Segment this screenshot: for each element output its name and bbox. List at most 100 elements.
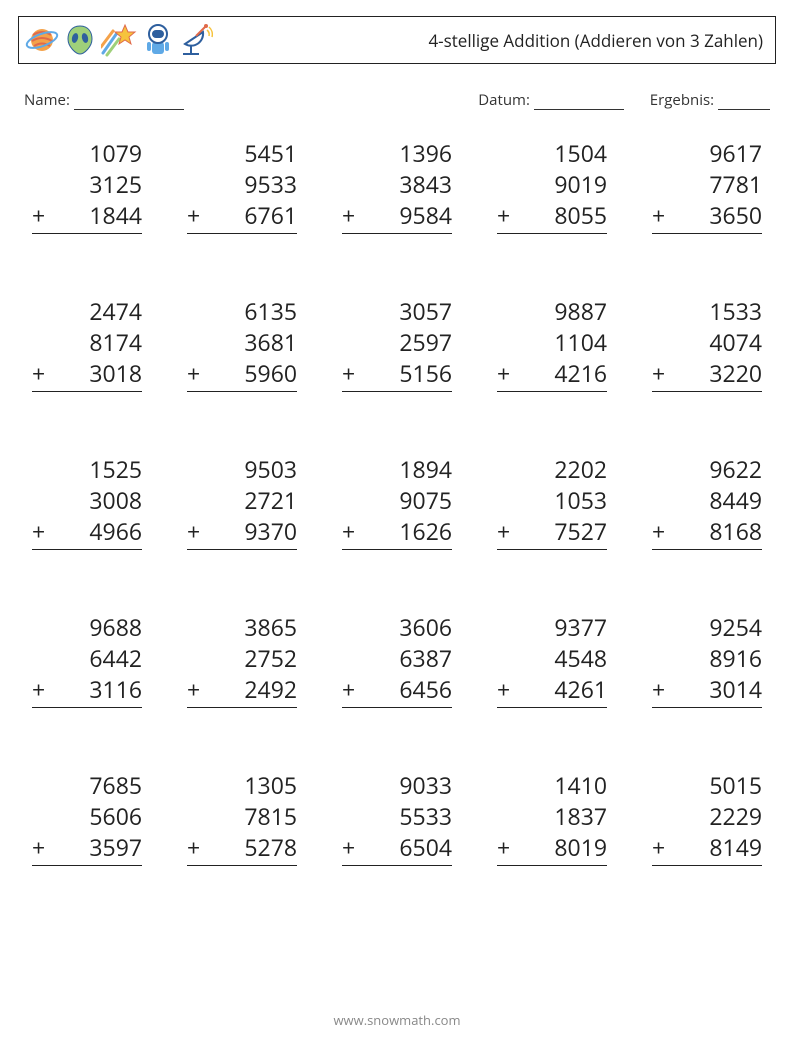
addend-2: 8449	[652, 485, 762, 516]
footer-text: www.snowmath.com	[0, 1011, 794, 1029]
addition-problem: 13057815+5278	[187, 770, 297, 866]
addend-1: 6135	[187, 296, 297, 327]
plus-operator: +	[342, 358, 355, 389]
plus-operator: +	[652, 200, 665, 231]
addend-3-line: +1626	[342, 516, 452, 550]
addend-1: 1396	[342, 138, 452, 169]
header-icons	[25, 22, 213, 58]
worksheet-title: 4-stellige Addition (Addieren von 3 Zahl…	[428, 29, 763, 52]
problem-row: 76855606+359713057815+527890335533+65041…	[32, 770, 762, 866]
addend-1: 3057	[342, 296, 452, 327]
addend-2: 2229	[652, 801, 762, 832]
addend-3: 5960	[244, 358, 297, 389]
problem-row: 10793125+184454519533+676113963843+95841…	[32, 138, 762, 234]
name-field: Name:	[24, 90, 478, 110]
addition-problem: 14101837+8019	[497, 770, 607, 866]
addend-3: 3014	[709, 674, 762, 705]
addend-2: 7781	[652, 169, 762, 200]
addend-3: 8168	[709, 516, 762, 547]
addend-1: 2202	[497, 454, 607, 485]
addend-2: 6387	[342, 643, 452, 674]
addend-3: 3018	[89, 358, 142, 389]
addend-2: 8916	[652, 643, 762, 674]
name-label: Name:	[24, 90, 70, 110]
addend-3-line: +3018	[32, 358, 142, 392]
addition-problem: 15334074+3220	[652, 296, 762, 392]
addend-2: 9075	[342, 485, 452, 516]
addition-problem: 18949075+1626	[342, 454, 452, 550]
addend-3-line: +9370	[187, 516, 297, 550]
addition-problem: 10793125+1844	[32, 138, 142, 234]
problems-grid: 10793125+184454519533+676113963843+95841…	[18, 138, 776, 866]
addend-2: 4074	[652, 327, 762, 358]
addition-problem: 13963843+9584	[342, 138, 452, 234]
addend-2: 3125	[32, 169, 142, 200]
addend-3-line: +5960	[187, 358, 297, 392]
addend-3-line: +7527	[497, 516, 607, 550]
addend-3-line: +3650	[652, 200, 762, 234]
date-blank[interactable]	[534, 94, 624, 110]
addend-3-line: +8168	[652, 516, 762, 550]
plus-operator: +	[497, 832, 510, 863]
addend-1: 9887	[497, 296, 607, 327]
plus-operator: +	[187, 200, 200, 231]
addend-2: 1104	[497, 327, 607, 358]
plus-operator: +	[32, 832, 45, 863]
planet-icon	[25, 23, 59, 57]
addition-problem: 15049019+8055	[497, 138, 607, 234]
result-label: Ergebnis:	[650, 90, 714, 110]
addition-problem: 50152229+8149	[652, 770, 762, 866]
result-blank[interactable]	[718, 94, 770, 110]
addend-3-line: +3597	[32, 832, 142, 866]
addend-1: 9622	[652, 454, 762, 485]
addend-3-line: +3116	[32, 674, 142, 708]
addend-3: 2492	[244, 674, 297, 705]
addend-2: 5533	[342, 801, 452, 832]
addend-3: 4216	[554, 358, 607, 389]
addend-1: 9617	[652, 138, 762, 169]
addend-3-line: +5156	[342, 358, 452, 392]
addend-1: 1079	[32, 138, 142, 169]
addend-2: 3843	[342, 169, 452, 200]
addend-1: 1504	[497, 138, 607, 169]
plus-operator: +	[342, 200, 355, 231]
addend-2: 2597	[342, 327, 452, 358]
addition-problem: 96177781+3650	[652, 138, 762, 234]
addend-3-line: +6504	[342, 832, 452, 866]
addend-3-line: +4966	[32, 516, 142, 550]
plus-operator: +	[652, 516, 665, 547]
addend-1: 9254	[652, 612, 762, 643]
plus-operator: +	[652, 832, 665, 863]
addend-3-line: +4216	[497, 358, 607, 392]
result-field: Ergebnis:	[650, 90, 770, 110]
addend-3-line: +9584	[342, 200, 452, 234]
addend-1: 1894	[342, 454, 452, 485]
plus-operator: +	[187, 674, 200, 705]
plus-operator: +	[187, 516, 200, 547]
addend-1: 1533	[652, 296, 762, 327]
addend-2: 9533	[187, 169, 297, 200]
addition-problem: 54519533+6761	[187, 138, 297, 234]
addend-1: 3606	[342, 612, 452, 643]
addend-2: 2721	[187, 485, 297, 516]
addend-1: 7685	[32, 770, 142, 801]
problem-row: 15253008+496695032721+937018949075+16262…	[32, 454, 762, 550]
addend-2: 7815	[187, 801, 297, 832]
addend-3: 9370	[244, 516, 297, 547]
plus-operator: +	[497, 674, 510, 705]
addend-3-line: +5278	[187, 832, 297, 866]
addend-1: 1410	[497, 770, 607, 801]
addend-1: 9377	[497, 612, 607, 643]
addend-1: 9503	[187, 454, 297, 485]
addend-3-line: +1844	[32, 200, 142, 234]
plus-operator: +	[652, 674, 665, 705]
addition-problem: 38652752+2492	[187, 612, 297, 708]
addend-3: 8019	[554, 832, 607, 863]
addend-3: 5278	[244, 832, 297, 863]
name-blank[interactable]	[74, 94, 184, 110]
addend-1: 9688	[32, 612, 142, 643]
addend-3: 3597	[89, 832, 142, 863]
addition-problem: 92548916+3014	[652, 612, 762, 708]
addend-1: 1305	[187, 770, 297, 801]
addition-problem: 61353681+5960	[187, 296, 297, 392]
